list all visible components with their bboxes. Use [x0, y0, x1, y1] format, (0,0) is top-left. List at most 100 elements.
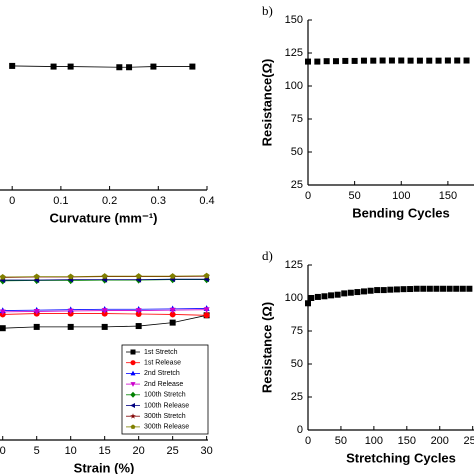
data-point [420, 285, 427, 292]
data-point [323, 58, 330, 65]
y-tick-label: 75 [291, 113, 303, 125]
data-point [67, 308, 74, 315]
x-tick-label: 20 [133, 445, 145, 457]
legend-marker [130, 391, 136, 398]
data-point [33, 309, 40, 315]
data-point [9, 62, 16, 69]
y-tick-label: 125 [285, 47, 303, 59]
legend-marker [130, 370, 136, 376]
data-point [433, 285, 440, 292]
data-point [67, 323, 74, 330]
data-point [413, 285, 420, 292]
data-point [351, 57, 358, 64]
x-tick-label: 50 [335, 435, 347, 447]
y-tick-label: 125 [285, 259, 303, 271]
data-point [135, 273, 142, 279]
y-tick-label: 25 [291, 179, 303, 191]
data-point [0, 309, 6, 316]
data-point [67, 273, 74, 280]
data-point [203, 272, 210, 279]
data-point [314, 293, 321, 300]
x-tick-label: 0 [9, 195, 15, 207]
data-point [341, 290, 348, 297]
x-axis-label: Curvature (mm⁻¹) [50, 210, 158, 225]
data-point [203, 307, 210, 314]
data-point [169, 311, 176, 318]
data-point [426, 285, 433, 292]
data-point [150, 63, 157, 70]
data-point [203, 312, 210, 319]
y-tick-label: 50 [291, 358, 303, 370]
data-point [169, 307, 176, 314]
data-point [453, 285, 460, 292]
data-point [328, 292, 335, 299]
x-tick-label: 100 [365, 435, 383, 447]
data-point [101, 273, 108, 279]
data-point [305, 300, 311, 307]
data-point [463, 57, 470, 64]
legend-marker [130, 360, 136, 366]
data-point [189, 63, 196, 70]
data-point [334, 291, 341, 298]
series-line [12, 65, 193, 68]
x-tick-label: 10 [65, 445, 77, 457]
x-tick-label: 150 [439, 190, 457, 202]
legend-label: 100th Stretch [144, 392, 186, 399]
data-point [407, 286, 414, 293]
data-point [370, 57, 377, 64]
y-axis-label: Resistance(Ω) [259, 59, 274, 147]
data-point [388, 57, 395, 64]
data-point [379, 57, 386, 64]
panel-label: d) [262, 248, 273, 263]
data-point [444, 57, 451, 64]
data-point [466, 285, 473, 292]
data-point [446, 285, 453, 292]
x-tick-label: 0 [305, 190, 311, 202]
legend-label: 2nd Release [144, 381, 183, 388]
legend-marker [130, 349, 136, 355]
x-tick-label: 0 [305, 435, 311, 447]
data-point [360, 57, 367, 64]
data-point [50, 63, 57, 70]
x-tick-label: 250 [464, 435, 474, 447]
legend-label: 1st Stretch [144, 349, 178, 356]
x-axis-label: Bending Cycles [352, 205, 450, 220]
data-point [101, 323, 108, 330]
legend-marker [130, 413, 136, 419]
panel-label: b) [262, 3, 273, 18]
data-point [0, 325, 6, 332]
x-tick-label: 25 [167, 445, 179, 457]
x-tick-label: 50 [349, 190, 361, 202]
x-tick-label: 30 [201, 445, 213, 457]
y-tick-label: 100 [285, 80, 303, 92]
legend-box [121, 344, 209, 435]
y-tick-label: 150 [285, 14, 303, 26]
data-point [407, 57, 414, 64]
legend-label: 300th Stretch [144, 413, 186, 420]
x-axis-label: Strain (%) [74, 460, 135, 474]
x-tick-label: 0.2 [102, 195, 117, 207]
data-point [169, 273, 176, 279]
x-tick-label: 0 [0, 445, 6, 457]
x-tick-label: 0.3 [151, 195, 166, 207]
data-point [360, 288, 367, 295]
data-point [135, 308, 142, 314]
data-point [454, 57, 461, 64]
data-point [169, 319, 176, 326]
data-point [426, 57, 433, 64]
x-tick-label: 100 [392, 190, 410, 202]
data-point [126, 64, 133, 71]
data-point [33, 323, 40, 330]
data-point [116, 64, 123, 71]
legend-marker [130, 382, 136, 387]
x-axis-label: Stretching Cycles [346, 450, 456, 465]
x-tick-label: 5 [34, 445, 40, 457]
x-tick-label: 150 [398, 435, 416, 447]
data-point [435, 57, 442, 64]
data-point [354, 289, 361, 296]
data-point [135, 323, 142, 330]
y-tick-label: 100 [285, 292, 303, 304]
legend-label: 1st Release [144, 360, 181, 367]
data-point [305, 58, 311, 65]
